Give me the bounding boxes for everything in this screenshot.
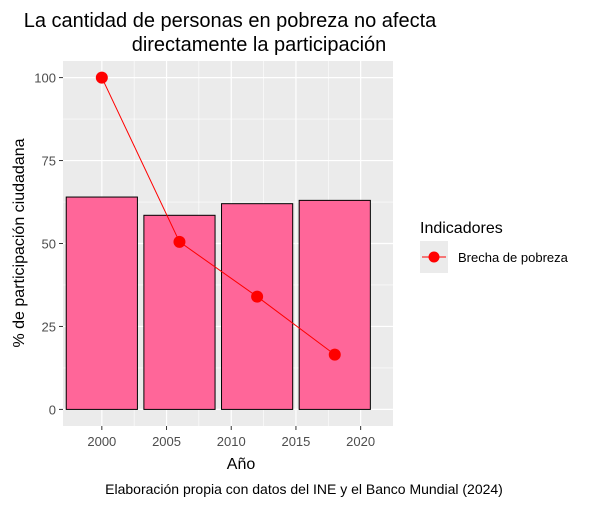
- legend-key-point: [428, 251, 440, 263]
- legend-title: Indicadores: [420, 220, 503, 237]
- bar-3: [298, 199, 371, 410]
- y-axis-ticks: 0 25 50 75 100: [34, 71, 63, 417]
- x-axis-title: Año: [227, 456, 256, 473]
- y-tick-label: 0: [49, 402, 56, 417]
- y-axis-title: % de participación ciudadana: [11, 138, 28, 347]
- x-tick-label: 2000: [87, 434, 116, 449]
- x-tick-label: 2005: [152, 434, 181, 449]
- bar-2: [221, 203, 294, 410]
- poverty-gap-point-3: [328, 348, 341, 361]
- x-axis-ticks: 2000 2005 2010 2015 2020: [87, 426, 375, 449]
- y-tick-label: 100: [34, 71, 56, 86]
- bar-series: [65, 196, 371, 410]
- chart-title-line-1: La cantidad de personas en pobreza no af…: [24, 10, 437, 32]
- chart-title-line-2: directamente la participación: [132, 34, 387, 56]
- x-tick-label: 2015: [281, 434, 310, 449]
- y-tick-label: 75: [42, 154, 56, 169]
- chart-caption: Elaboración propia con datos del INE y e…: [105, 481, 503, 497]
- poverty-gap-point-2: [251, 290, 264, 303]
- bar-0: [65, 196, 138, 410]
- y-tick-label: 50: [42, 237, 56, 252]
- x-tick-label: 2010: [217, 434, 246, 449]
- y-tick-label: 25: [42, 319, 56, 334]
- legend-label-brecha: Brecha de pobreza: [458, 250, 569, 265]
- poverty-gap-point-0: [95, 71, 108, 84]
- line-series: [95, 71, 341, 361]
- poverty-gap-point-1: [173, 235, 186, 248]
- legend: Indicadores Brecha de pobreza: [420, 220, 569, 273]
- poverty-gap-line: [101, 77, 336, 356]
- x-tick-label: 2020: [346, 434, 375, 449]
